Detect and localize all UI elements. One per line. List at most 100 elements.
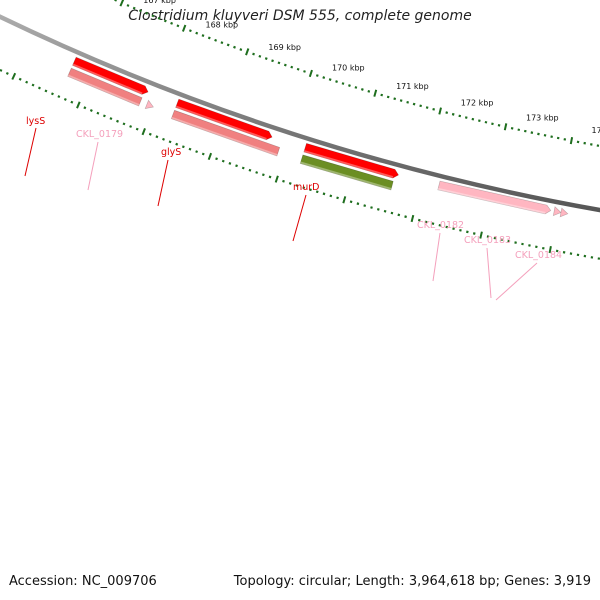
inner-tick: [503, 123, 508, 131]
inner-tick: [550, 135, 553, 139]
outer-tick: [261, 173, 265, 177]
inner-tick: [399, 99, 403, 102]
inner-tick: [517, 128, 521, 132]
gene-label-leader: [292, 194, 307, 242]
length-label: Length:: [355, 574, 405, 589]
gene-arrow: [170, 109, 281, 157]
gene-arrow: [303, 143, 399, 179]
gene-label-murd: murD: [293, 182, 320, 193]
inner-tick: [233, 45, 236, 49]
inner-tick: [264, 57, 268, 60]
outer-tick: [363, 204, 367, 208]
inner-tick: [176, 24, 180, 28]
outer-tick: [274, 175, 279, 183]
genome-stats: Topology: circular; Length: 3,964,618 bp…: [233, 574, 591, 589]
outer-tick: [135, 127, 139, 131]
outer-tick: [44, 89, 48, 93]
length-value: 3,964,618 bp: [408, 574, 496, 589]
gene-arrow: [144, 99, 154, 109]
inner-tick: [569, 137, 574, 145]
scale-labels: 167 kbp 168 kbp 169 kbp 170 kbp 171 kbp 172 k…: [143, 0, 600, 135]
outer-tick: [255, 171, 259, 174]
outer-tick: [376, 207, 380, 211]
outer-tick: [309, 188, 312, 192]
inner-tick: [138, 9, 142, 13]
gene-arrow: [552, 206, 562, 217]
outer-tick: [472, 232, 476, 235]
inner-tick: [576, 140, 580, 144]
gene-label-lyss: lysS: [26, 116, 45, 127]
outer-tick: [141, 128, 146, 136]
inner-tick: [163, 19, 167, 23]
outer-tick: [282, 179, 285, 183]
inner-tick: [530, 131, 534, 134]
backbone-layer: [0, 14, 600, 213]
inner-tick: [354, 86, 358, 89]
inner-tick: [145, 11, 149, 15]
genes-value: 3,919: [553, 574, 591, 589]
outer-tick: [63, 97, 67, 101]
outer-tick: [57, 95, 61, 99]
outer-tick: [248, 168, 252, 172]
inner-tick: [290, 65, 294, 69]
inner-tick: [406, 101, 409, 104]
inner-tick: [412, 102, 416, 106]
outer-tick: [116, 119, 119, 123]
scale-label-173: 173 kbp: [526, 113, 559, 122]
inner-tick: [484, 120, 488, 124]
outer-tick: [466, 230, 469, 234]
outer-tick: [148, 132, 152, 136]
inner-tick: [308, 69, 313, 78]
inner-tick: [296, 67, 300, 71]
scale-label-167: 167 kbp: [143, 0, 176, 5]
outer-tick: [431, 222, 435, 226]
inner-tick: [328, 78, 332, 81]
inner-tick: [537, 132, 540, 136]
outer-tick: [390, 211, 394, 215]
outer-tick: [410, 214, 415, 223]
outer-tick: [235, 164, 238, 168]
outer-tick: [295, 184, 299, 187]
inner-tick: [386, 95, 390, 99]
gene-label-glys: glyS: [161, 147, 181, 158]
inner-tick: [277, 61, 281, 65]
gene-highlight: [175, 105, 267, 140]
outer-tick: [89, 109, 93, 112]
scale-label-170: 170 kbp: [332, 63, 365, 72]
inner-tick: [497, 123, 501, 127]
scale-label-174: 174 kbp: [592, 126, 600, 135]
gene-highlight: [303, 150, 394, 179]
inner-tick: [114, 0, 117, 2]
outer-tick: [50, 92, 54, 96]
scale-label-168: 168 kbp: [206, 20, 239, 29]
inner-tick: [432, 107, 435, 111]
gene-arrow: [67, 67, 143, 107]
gene-label-ckl_0183: CKL_0183: [464, 235, 511, 246]
outer-tick: [18, 77, 22, 81]
inner-tick: [214, 38, 218, 42]
outer-tick: [31, 83, 35, 87]
inner-tick: [188, 29, 192, 33]
outer-tick: [404, 215, 407, 219]
inner-tick: [360, 88, 364, 91]
gene-label-leader: [157, 159, 169, 207]
outer-tick: [0, 68, 3, 72]
inner-tick: [132, 6, 136, 10]
outer-tick: [175, 142, 179, 146]
topology-value: circular: [298, 574, 347, 589]
inner-tick: [478, 119, 481, 123]
outer-tick: [215, 157, 218, 161]
inner-tick: [322, 76, 326, 79]
outer-tick: [383, 209, 387, 213]
outer-tick: [207, 152, 213, 161]
inner-tick: [315, 74, 319, 77]
outer-tick: [76, 101, 81, 109]
inner-tick: [201, 34, 205, 37]
gene-features: [67, 56, 569, 218]
genes-label: Genes:: [504, 574, 550, 589]
gene-highlight: [67, 74, 140, 107]
outer-tick: [102, 114, 106, 118]
outer-tick: [548, 246, 552, 254]
inner-tick: [157, 16, 161, 20]
